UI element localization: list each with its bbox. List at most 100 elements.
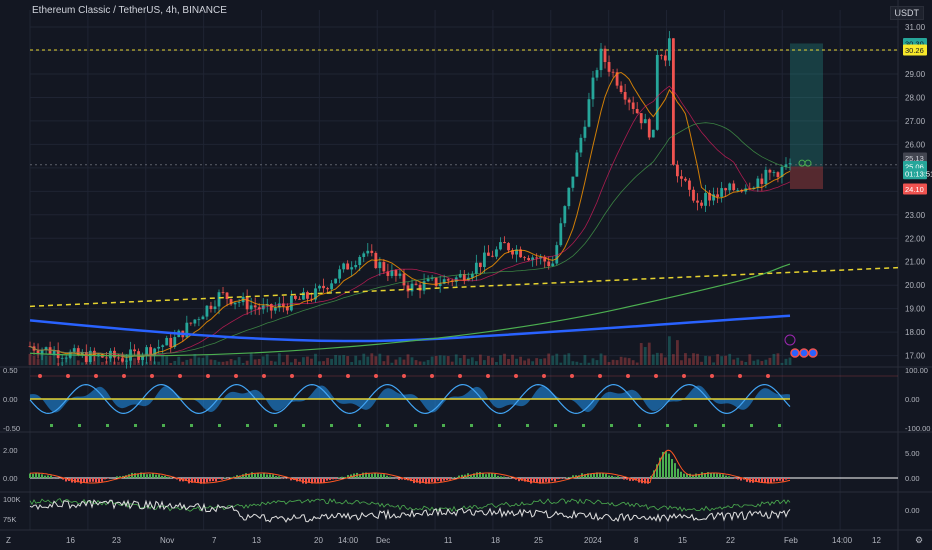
volume-bar (289, 362, 293, 365)
osc1-signal-dot (570, 374, 574, 378)
osc1-signal-dot (66, 374, 70, 378)
volume-bar (265, 354, 269, 365)
volume-bar (293, 358, 297, 365)
candle-body (615, 72, 619, 86)
time-tick-label: Dec (376, 536, 390, 545)
volume-bar (394, 359, 398, 365)
volume-bar (696, 353, 699, 365)
candle-body (326, 288, 329, 290)
volume-bar (137, 357, 140, 365)
stop-loss-zone (790, 166, 823, 189)
event-flag-icon (790, 348, 800, 358)
symbol-title[interactable]: Ethereum Classic / TetherUS, 4h, BINANCE (32, 5, 227, 16)
volume-bar (149, 355, 153, 365)
candle-body (410, 283, 414, 292)
volume-bar (177, 356, 181, 365)
candle-body (482, 252, 486, 268)
volume-bar (495, 362, 498, 365)
candle-body (233, 302, 237, 305)
osc1-signal-dot (318, 374, 322, 378)
candle-body (197, 319, 201, 321)
candle-body (105, 357, 108, 359)
volume-bar (575, 361, 579, 365)
price-tick-label: 17.00 (905, 352, 926, 361)
candle-body (583, 126, 587, 138)
candle-body (756, 178, 760, 188)
ma-mid (29, 85, 791, 357)
volume-bar (619, 356, 623, 365)
candle-body (221, 292, 225, 294)
candle-body (478, 262, 482, 268)
volume-bar (285, 354, 289, 365)
candle-body (257, 307, 261, 310)
candle-body (579, 137, 583, 153)
volume-bar (402, 359, 406, 365)
candle-body (519, 249, 522, 258)
candle-body (245, 296, 249, 310)
price-tick-label: 18.00 (905, 328, 926, 337)
osc1-buy-dot (162, 424, 165, 427)
candle-body (370, 250, 374, 253)
volume-bar (470, 357, 474, 365)
settings-icon: ⚙ (915, 535, 923, 545)
volume-bar (442, 355, 446, 365)
time-tick-label: 8 (634, 536, 639, 545)
candle-body (438, 283, 442, 286)
candle-body (692, 189, 695, 201)
osc1-signal-dot (458, 374, 462, 378)
osc1-buy-dot (750, 424, 753, 427)
volume-bar (430, 356, 434, 365)
candle-body (655, 54, 659, 130)
volume-bar (531, 361, 535, 365)
candle-body (269, 304, 273, 311)
volume-bar (370, 353, 374, 365)
volume-bar (237, 357, 241, 365)
volume-bar (736, 357, 740, 365)
osc1-signal-dot (430, 374, 434, 378)
candle-body (663, 55, 667, 61)
candle-body (398, 273, 402, 276)
candle-body (249, 305, 253, 310)
osc1-signal-dot (374, 374, 378, 378)
volume-bar (563, 354, 567, 365)
volume-bar (474, 361, 478, 365)
osc1-signal-dot (402, 374, 406, 378)
volume-bar (631, 360, 635, 365)
volume-bar (599, 353, 603, 365)
volume-bar (756, 359, 760, 365)
candle-body (378, 262, 382, 269)
volume-bar (277, 353, 281, 365)
volume-bar (700, 361, 703, 365)
candle-body (285, 306, 289, 311)
volume-bar (450, 361, 454, 365)
osc1-buy-dot (722, 424, 725, 427)
volume-bar (253, 359, 257, 365)
time-tick-label: 14:00 (338, 536, 359, 545)
candle-body (603, 48, 607, 63)
osc1-signal-dot (486, 374, 490, 378)
candle-body (117, 357, 120, 359)
candle-body (539, 256, 543, 259)
volume-bar (708, 356, 711, 365)
volume-bar (342, 355, 346, 365)
candle-body (350, 267, 354, 270)
osc3-left-tick: 75K (3, 515, 16, 524)
candle-body (366, 250, 370, 254)
volume-bar (684, 353, 687, 365)
osc1-buy-dot (414, 424, 417, 427)
osc1-right-tick: 100.00 (905, 366, 928, 375)
ma-100-green (29, 263, 791, 357)
volume-bar (780, 362, 784, 365)
volume-bar (28, 353, 32, 365)
volume-bar (205, 355, 209, 365)
volume-bar (659, 353, 663, 365)
osc1-buy-dot (106, 424, 109, 427)
candle-body (84, 352, 88, 362)
candle-body (676, 164, 679, 177)
candle-body (543, 256, 547, 262)
volume-bar (671, 354, 675, 365)
volume-bar (478, 354, 482, 365)
volume-bar (595, 360, 599, 365)
